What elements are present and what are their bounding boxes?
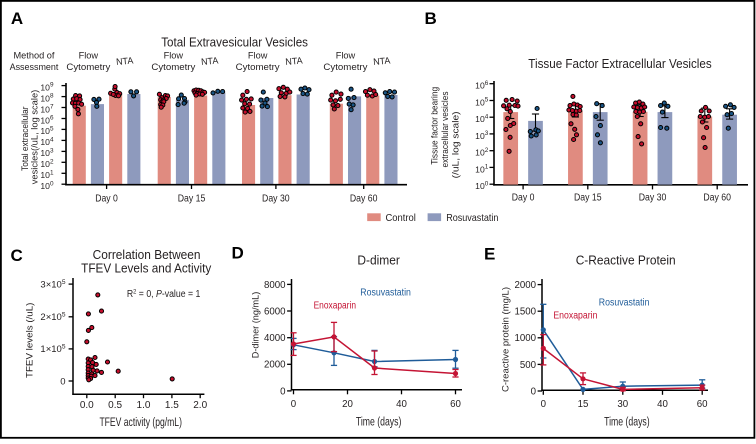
svg-text:Enoxaparin: Enoxaparin [314,300,356,311]
svg-text:Rosuvastatin: Rosuvastatin [360,287,411,298]
svg-text:107: 107 [40,104,54,115]
svg-text:NTA: NTA [285,55,304,68]
svg-text:103: 103 [40,147,54,158]
svg-text:Total Extravesicular Vesicles: Total Extravesicular Vesicles [161,35,308,49]
svg-text:E: E [484,245,495,264]
svg-text:103: 103 [475,130,489,141]
svg-text:extracellular vesicles: extracellular vesicles [439,91,450,167]
svg-text:106: 106 [475,80,489,91]
svg-text:Rosuvastatin: Rosuvastatin [446,213,498,224]
svg-text:1500: 1500 [514,307,536,318]
svg-text:B: B [425,9,437,28]
svg-text:NTA: NTA [373,55,392,68]
svg-text:2.0: 2.0 [193,400,208,411]
svg-text:500: 500 [520,360,537,371]
svg-text:60: 60 [697,399,708,410]
svg-text:R2 = 0, P-value = 1: R2 = 0, P-value = 1 [127,288,201,300]
svg-text:40: 40 [657,399,668,410]
svg-text:105: 105 [40,126,54,137]
svg-text:1.5: 1.5 [165,400,179,411]
svg-text:NTA: NTA [201,55,220,68]
svg-text:Tissue factor bearing: Tissue factor bearing [428,87,439,165]
svg-text:108: 108 [40,93,54,104]
svg-text:Time (days): Time (days) [356,414,402,428]
svg-text:Flow: Flow [164,49,184,60]
svg-text:Day 0: Day 0 [512,193,535,204]
svg-text:D-dimer (ng/mL): D-dimer (ng/mL) [249,292,260,359]
svg-text:Time (days): Time (days) [604,414,650,428]
svg-text:TFEV Levels and Activity: TFEV Levels and Activity [81,262,212,276]
svg-text:15: 15 [578,399,589,410]
svg-text:Day 0: Day 0 [95,193,118,204]
svg-text:0: 0 [531,386,537,397]
svg-text:104: 104 [40,137,54,148]
svg-text:A: A [11,9,23,28]
svg-text:2000: 2000 [514,280,536,291]
svg-text:102: 102 [475,147,489,158]
svg-text:TFEV levels (/uL): TFEV levels (/uL) [23,303,34,378]
svg-text:0.5: 0.5 [108,400,122,411]
svg-text:Day 30: Day 30 [639,193,667,204]
svg-text:4000: 4000 [264,333,286,344]
svg-text:102: 102 [40,158,54,169]
svg-text:Cytometry: Cytometry [151,61,195,72]
svg-text:0: 0 [280,386,286,397]
svg-text:100: 100 [475,180,489,191]
svg-text:D: D [232,244,244,263]
svg-text:Flow: Flow [79,49,99,60]
svg-text:0: 0 [541,399,547,410]
svg-text:2×105: 2×105 [40,312,65,324]
svg-text:vesicles(/uL, log scale): vesicles(/uL, log scale) [30,90,41,184]
svg-text:3×105: 3×105 [40,279,65,291]
svg-text:101: 101 [40,169,54,180]
svg-text:0: 0 [291,399,297,410]
svg-text:Enoxaparin: Enoxaparin [553,310,597,321]
svg-text:6000: 6000 [264,306,286,317]
svg-text:Day 15: Day 15 [574,193,602,204]
svg-text:C: C [11,246,23,265]
svg-text:20: 20 [342,399,353,410]
svg-text:105: 105 [475,97,489,108]
svg-text:Cytometry: Cytometry [66,61,110,72]
svg-text:Cytometry: Cytometry [236,61,280,72]
svg-text:60: 60 [450,399,461,410]
svg-text:Rosuvastatin: Rosuvastatin [599,297,650,308]
svg-text:Control: Control [386,213,416,224]
svg-text:Cytometry: Cytometry [323,61,367,72]
svg-text:TFEV activity (pg/mL): TFEV activity (pg/mL) [99,415,182,429]
svg-text:Assessment: Assessment [10,61,59,72]
svg-text:Correlation Between: Correlation Between [93,248,201,262]
svg-text:Day 60: Day 60 [350,193,378,204]
svg-text:Tissue Factor Extracellular Ve: Tissue Factor Extracellular Vesicles [528,57,711,71]
svg-text:104: 104 [475,113,489,124]
svg-text:C-Reactive Protein: C-Reactive Protein [576,254,676,268]
svg-text:40: 40 [396,399,407,410]
svg-text:0: 0 [60,376,65,387]
svg-text:Day 60: Day 60 [703,193,731,204]
svg-text:8000: 8000 [264,280,286,291]
svg-text:106: 106 [40,115,54,126]
svg-text:109: 109 [40,82,54,93]
svg-text:C-reactive protein (mg/L): C-reactive protein (mg/L) [500,287,511,392]
svg-text:D-dimer: D-dimer [357,253,400,267]
svg-text:Day 15: Day 15 [178,193,206,204]
svg-text:100: 100 [40,180,54,191]
svg-text:NTA: NTA [116,55,135,68]
svg-text:1000: 1000 [514,333,536,344]
svg-text:101: 101 [475,164,489,175]
svg-text:1.0: 1.0 [137,400,152,411]
svg-text:Flow: Flow [336,49,356,60]
svg-text:Day 30: Day 30 [262,193,290,204]
svg-text:30: 30 [617,399,628,410]
svg-text:2000: 2000 [264,360,286,371]
svg-text:Method of: Method of [14,49,55,60]
svg-text:(/uL, log scale): (/uL, log scale) [450,111,461,178]
svg-text:Total extracellular: Total extracellular [20,107,31,171]
svg-text:Flow: Flow [248,49,268,60]
svg-text:1×105: 1×105 [40,344,65,356]
svg-text:0.0: 0.0 [80,400,95,411]
